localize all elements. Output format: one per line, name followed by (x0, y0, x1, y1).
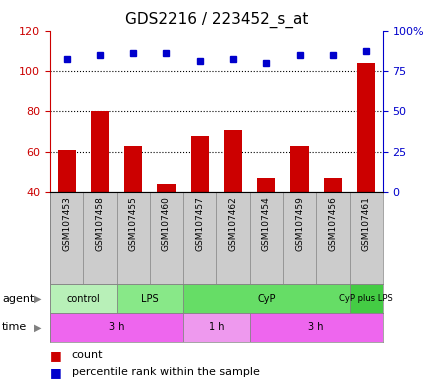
Text: ▶: ▶ (34, 293, 41, 304)
Bar (256, 178, 275, 192)
Bar (157, 184, 175, 192)
Text: ■: ■ (50, 366, 62, 379)
Bar (124, 146, 142, 192)
Text: GSM107453: GSM107453 (62, 197, 71, 252)
Bar (323, 178, 341, 192)
Text: CyP: CyP (256, 293, 275, 304)
Bar (50, 313, 183, 342)
Text: agent: agent (2, 293, 34, 304)
Bar (356, 63, 375, 192)
Text: GSM107454: GSM107454 (261, 197, 270, 252)
Text: GSM107462: GSM107462 (228, 197, 237, 252)
Bar (116, 284, 183, 313)
Text: GSM107458: GSM107458 (95, 197, 104, 252)
Text: 1 h: 1 h (208, 322, 224, 333)
Text: GSM107456: GSM107456 (328, 197, 337, 252)
Text: 3 h: 3 h (108, 322, 124, 333)
Text: GSM107461: GSM107461 (361, 197, 370, 252)
Bar (290, 146, 308, 192)
Text: count: count (72, 350, 103, 360)
Text: CyP plus LPS: CyP plus LPS (339, 294, 392, 303)
Text: LPS: LPS (141, 293, 158, 304)
Bar (183, 284, 349, 313)
Bar (190, 136, 208, 192)
Text: GSM107455: GSM107455 (128, 197, 138, 252)
Text: GSM107457: GSM107457 (195, 197, 204, 252)
Bar (91, 111, 109, 192)
Text: 3 h: 3 h (308, 322, 323, 333)
Text: ▶: ▶ (34, 322, 41, 333)
Text: GSM107460: GSM107460 (161, 197, 171, 252)
Bar (349, 284, 382, 313)
Text: ■: ■ (50, 349, 62, 362)
Title: GDS2216 / 223452_s_at: GDS2216 / 223452_s_at (125, 12, 307, 28)
Text: GSM107459: GSM107459 (294, 197, 303, 252)
Text: percentile rank within the sample: percentile rank within the sample (72, 367, 259, 377)
Bar (183, 313, 249, 342)
Bar (50, 284, 116, 313)
Text: control: control (66, 293, 100, 304)
Text: time: time (2, 322, 27, 333)
Bar (249, 313, 382, 342)
Bar (224, 129, 242, 192)
Bar (57, 150, 76, 192)
